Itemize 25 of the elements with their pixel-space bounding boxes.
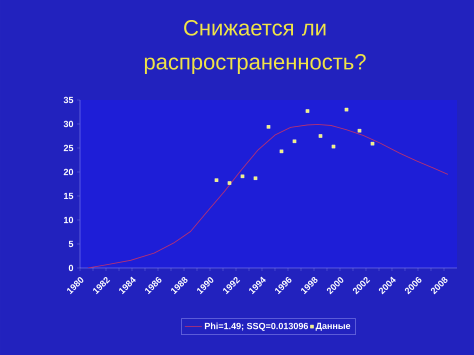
point bbox=[306, 109, 310, 113]
point bbox=[370, 142, 374, 146]
y-tick-label: 15 bbox=[64, 192, 74, 200]
point bbox=[292, 139, 296, 144]
y-tick-label: 5 bbox=[68, 240, 74, 248]
point bbox=[266, 125, 270, 129]
point bbox=[228, 181, 232, 185]
legend-label: Данные bbox=[316, 322, 350, 331]
point bbox=[240, 174, 244, 178]
legend-label: Phi=1.49; SSQ=0.013096 bbox=[204, 322, 308, 331]
line-series bbox=[87, 124, 448, 268]
point bbox=[332, 144, 336, 148]
point bbox=[318, 134, 322, 138]
y-tick-label: 20 bbox=[64, 168, 74, 176]
point bbox=[344, 108, 348, 112]
y-tick-label: 10 bbox=[64, 216, 74, 224]
chart-title: Снижается ли распространенность? bbox=[144, 20, 366, 74]
point bbox=[254, 176, 258, 180]
point bbox=[280, 150, 284, 154]
y-tick-label: 30 bbox=[64, 120, 74, 128]
y-tick-label: 35 bbox=[64, 96, 74, 104]
point bbox=[358, 128, 362, 133]
point bbox=[214, 178, 218, 182]
y-tick-label: 25 bbox=[64, 144, 74, 152]
y-tick-label: 0 bbox=[68, 264, 74, 272]
